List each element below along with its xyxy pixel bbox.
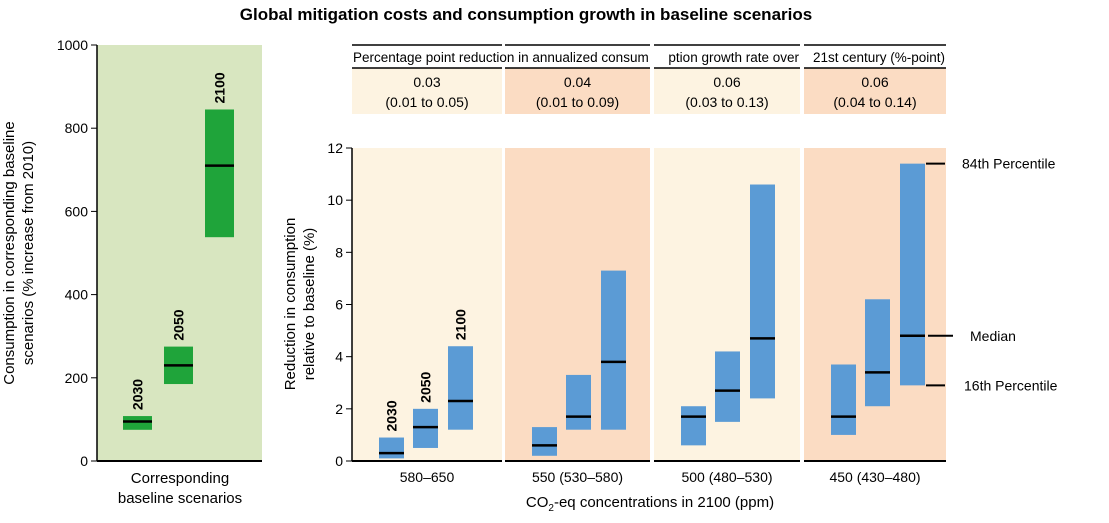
cost-bar-g3-2030: [681, 406, 706, 446]
cost-year-label-2050: 2050: [418, 371, 434, 402]
header-cell-background-2: [505, 68, 650, 114]
x-axis-label-prefix: CO: [526, 494, 549, 511]
left-panel-background: [97, 45, 262, 461]
right-y-tick-label: 12: [327, 140, 343, 156]
baseline-year-label-2050: 2050: [171, 309, 187, 340]
left-y-axis-label-line: scenarios (% increase from 2010): [20, 141, 37, 365]
right-y-tick-label: 6: [335, 297, 343, 313]
header-cell-background-1: [352, 68, 502, 114]
cost-bar-g1-2050: [413, 408, 438, 448]
group-category-label-3: 500 (480–530): [681, 469, 772, 485]
left-y-axis-label-line: Consumption in corresponding baseline: [1, 121, 18, 385]
left-y-tick-label: 600: [65, 203, 89, 219]
right-x-axis-label: CO2-eq concentrations in 2100 (ppm): [526, 494, 774, 514]
baseline-bar-2100: [205, 109, 234, 238]
cost-bar-g3-2050: [715, 351, 740, 422]
growth-range-4: (0.04 to 0.14): [833, 94, 916, 110]
right-y-axis-label: Reduction in consumption relative to base…: [282, 218, 318, 391]
growth-value-4: 0.06: [861, 74, 888, 90]
header-cell-background-3: [654, 68, 800, 114]
cost-bar-g4-2030: [831, 364, 856, 435]
x-axis-label-subscript: 2: [548, 503, 554, 514]
group-category-label-1: 580–650: [400, 469, 455, 485]
header-label-segment: ption growth rate over: [668, 50, 799, 65]
baseline-year-label-2100: 2100: [212, 72, 228, 103]
growth-range-1: (0.01 to 0.05): [385, 94, 468, 110]
legend-84th-percentile-label: 84th Percentile: [962, 156, 1056, 172]
left-y-tick-label: 1000: [57, 37, 88, 53]
header-cell-background-4: [804, 68, 946, 114]
header-label-segment: Percentage point reduction in annualized…: [353, 50, 649, 65]
header-label-segment: 21st century (%-point): [813, 50, 945, 65]
right-y-tick-label: 0: [335, 453, 343, 469]
chart-title: Global mitigation costs and consumption …: [240, 5, 812, 24]
growth-value-2: 0.04: [564, 74, 591, 90]
baseline-bar-2030: [123, 416, 152, 430]
growth-value-1: 0.03: [413, 74, 440, 90]
left-x-axis-label: baseline scenarios: [118, 490, 242, 507]
cost-bar-g1-2030: [379, 437, 404, 459]
left-y-tick-label: 400: [65, 287, 89, 303]
right-y-tick-label: 2: [335, 401, 343, 417]
cost-year-label-2100: 2100: [453, 309, 469, 340]
right-y-axis-label-line: Reduction in consumption: [282, 218, 299, 391]
growth-value-3: 0.06: [713, 74, 740, 90]
legend-16th-percentile-label: 16th Percentile: [964, 377, 1058, 393]
growth-range-3: (0.03 to 0.13): [685, 94, 768, 110]
group-category-label-2: 550 (530–580): [532, 469, 623, 485]
cost-bar-g1-2100: [448, 346, 473, 430]
cost-bar-g2-2050: [566, 374, 591, 430]
cost-bar-g2-2100: [601, 270, 626, 430]
left-y-tick-label: 800: [65, 120, 89, 136]
group-category-label-4: 450 (430–480): [829, 469, 920, 485]
cost-bar-g4-2050: [865, 299, 890, 407]
cost-bar-g2-2030: [532, 427, 557, 456]
growth-range-2: (0.01 to 0.09): [536, 94, 619, 110]
right-y-axis-label-line: relative to baseline (%): [301, 228, 318, 381]
left-y-axis-label: Consumption in corresponding baseline sce…: [1, 121, 37, 385]
left-y-tick-label: 200: [65, 370, 89, 386]
right-y-tick-label: 8: [335, 244, 343, 260]
baseline-year-label-2030: 2030: [130, 379, 146, 410]
cost-bar-g4-2100: [900, 163, 925, 386]
cost-bar-g3-2100: [750, 184, 775, 399]
right-y-tick-label: 10: [327, 192, 343, 208]
cost-year-label-2030: 2030: [384, 400, 400, 431]
left-x-axis-label: Corresponding: [131, 470, 229, 487]
left-y-tick-label: 0: [80, 453, 88, 469]
legend-median-label: Median: [970, 328, 1016, 344]
x-axis-label-suffix: -eq concentrations in 2100 (ppm): [554, 494, 774, 511]
right-y-tick-label: 4: [335, 349, 343, 365]
